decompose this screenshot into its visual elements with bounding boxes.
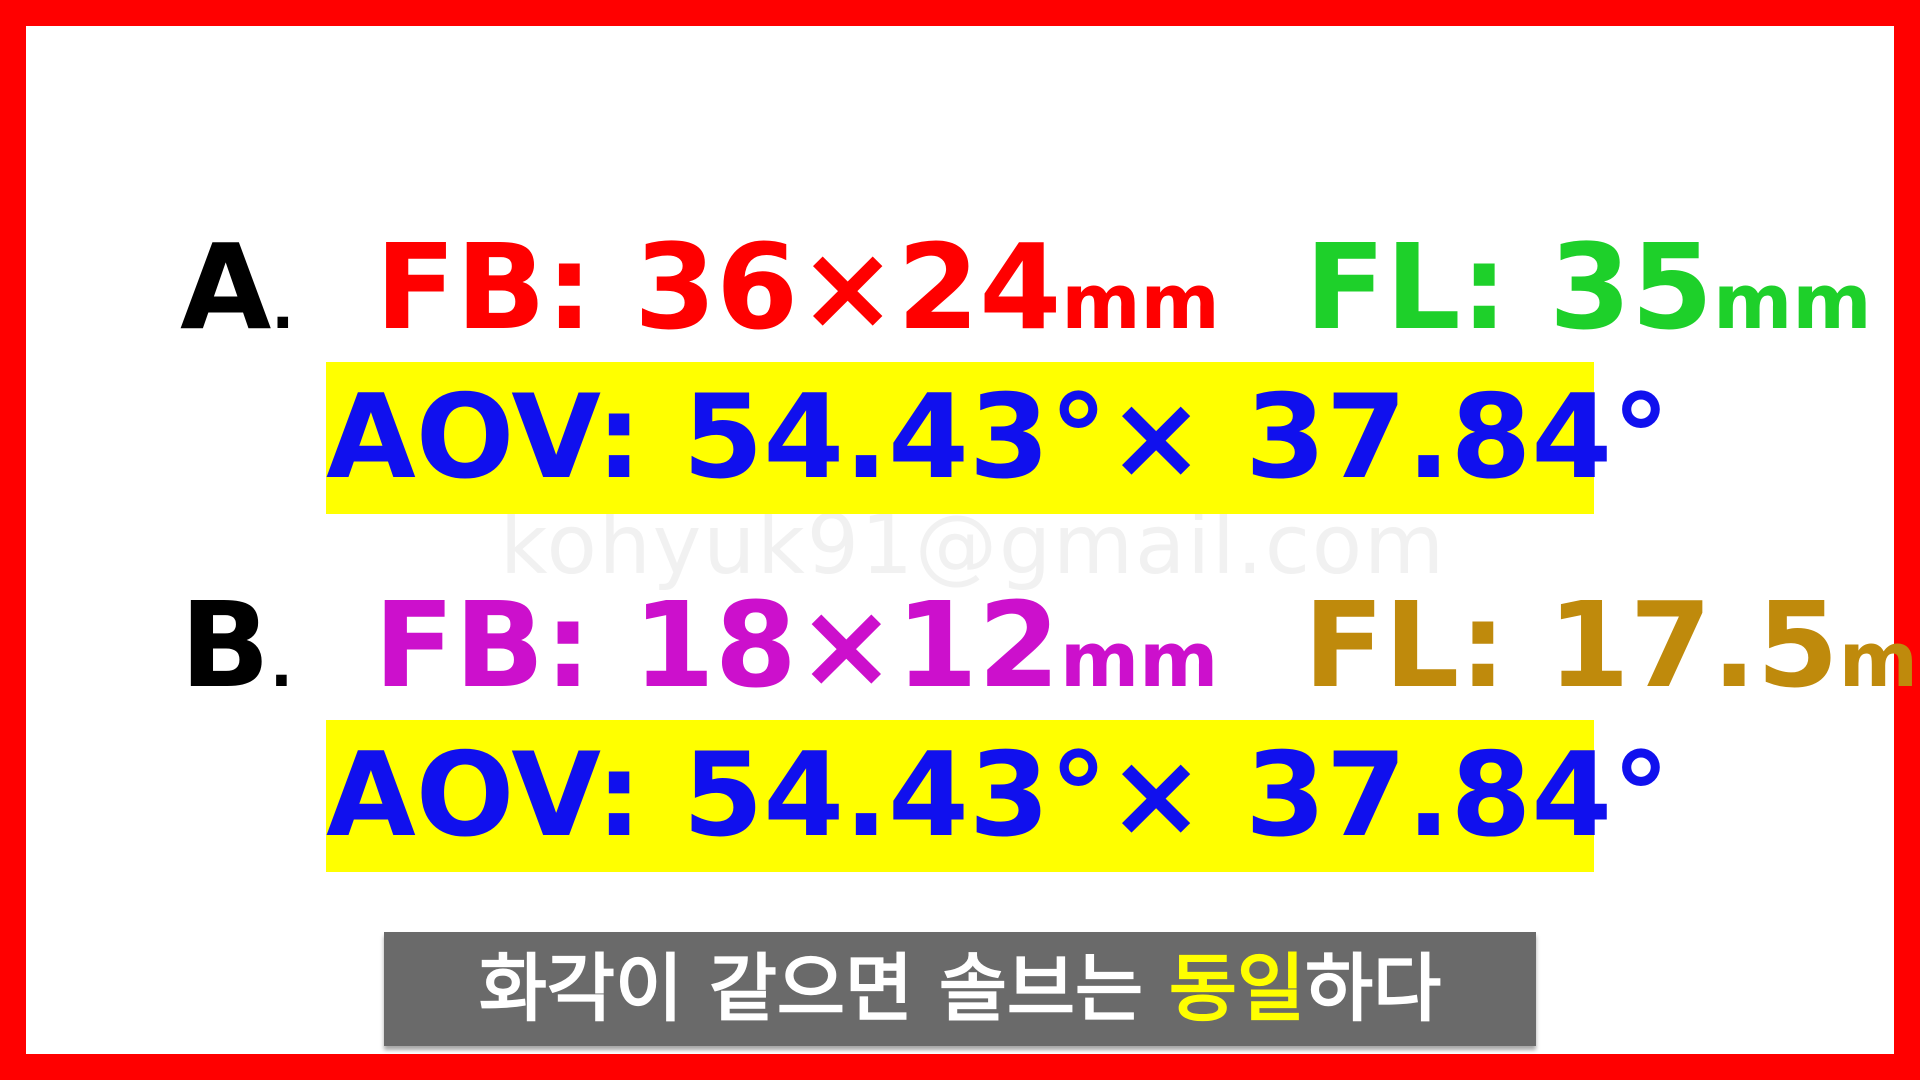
row-b-fl-label: FL: — [1303, 576, 1507, 714]
row-a-fl: FL: 35mm — [1305, 218, 1872, 356]
caption-bar: 화각이 같으면 솔브는 동일하다 — [384, 932, 1536, 1046]
caption-text-before: 화각이 같으면 솔브는 — [478, 946, 1169, 1032]
row-a-fb-label: FB: — [375, 218, 593, 356]
row-a: A. FB: 36×24mm FL: 35mm — [180, 228, 1872, 346]
row-b: B. FB: 18×12mm FL: 17.5mm — [180, 586, 1920, 704]
caption-highlight: 동일 — [1168, 946, 1305, 1032]
row-a-fb-unit: mm — [1061, 257, 1220, 346]
row-b-fb-value: 18×12 — [632, 576, 1060, 714]
row-b-fb-label: FB: — [373, 576, 592, 714]
row-b-aov: AOV: 54.43°× 37.84° — [326, 720, 1670, 872]
row-a-aov: AOV: 54.43°× 37.84° — [326, 362, 1670, 514]
row-b-fl-unit: mm — [1838, 615, 1920, 704]
row-a-fb-value: 36×24 — [634, 218, 1062, 356]
row-b-fl: FL: 17.5mm — [1303, 576, 1920, 714]
row-a-fl-unit: mm — [1713, 257, 1872, 346]
row-a-letter: A. — [180, 218, 295, 356]
row-b-fb-unit: mm — [1059, 615, 1219, 704]
row-a-fl-label: FL: — [1304, 218, 1508, 356]
row-b-fl-value: 17.5 — [1547, 576, 1839, 714]
row-b-fb: FB: 18×12mm — [374, 576, 1260, 714]
caption-text-after: 하다 — [1305, 946, 1442, 1032]
row-a-fl-value: 35 — [1548, 218, 1714, 356]
row-b-letter: B. — [180, 576, 293, 714]
row-a-fb: FB: 36×24mm — [375, 218, 1261, 356]
